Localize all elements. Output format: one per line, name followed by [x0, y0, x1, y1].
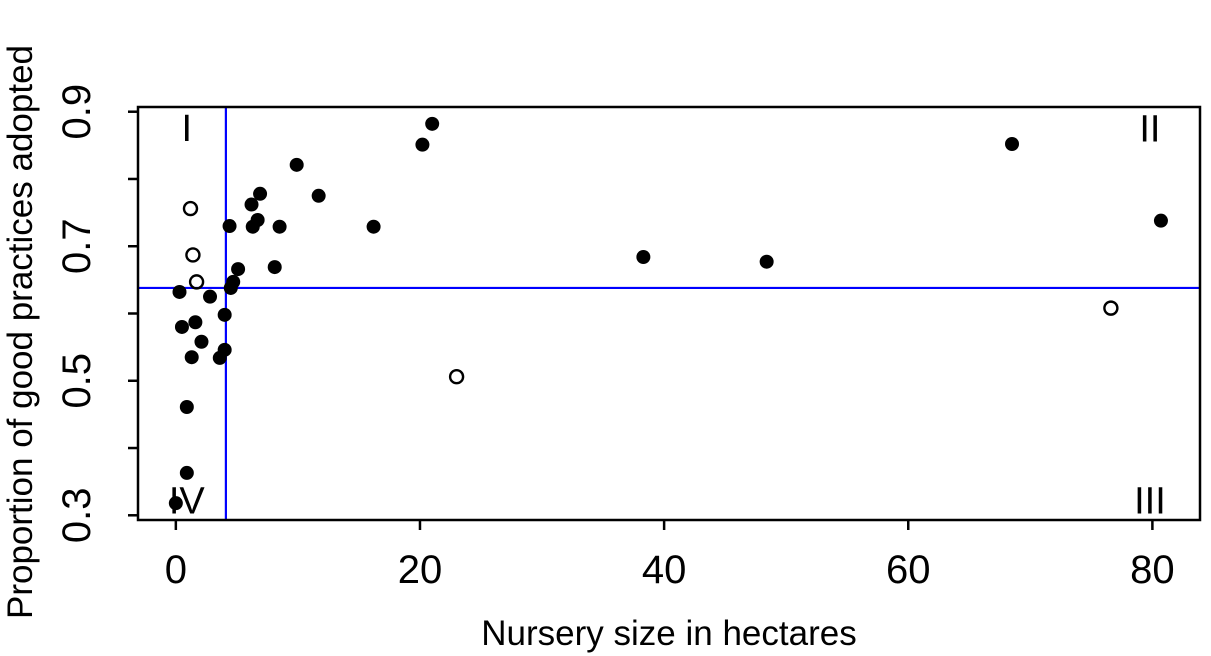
x-tick-label: 60 [886, 548, 931, 592]
data-point-open [1103, 300, 1119, 316]
data-point-filled [425, 116, 440, 131]
quadrant-label: III [1134, 480, 1166, 522]
data-point-filled [366, 219, 381, 234]
data-point-filled [217, 342, 232, 357]
data-point-filled [188, 315, 203, 330]
x-tick-label: 80 [1130, 548, 1175, 592]
x-axis-title: Nursery size in hectares [481, 614, 856, 653]
quadrant-label: IV [169, 480, 206, 522]
data-point-filled [267, 260, 282, 275]
x-tick-label: 20 [398, 548, 443, 592]
data-point-filled [168, 496, 183, 511]
y-axis-title: Proportion of good practices adopted [1, 45, 40, 619]
quadrant-label: II [1139, 109, 1160, 151]
data-point-filled [194, 334, 209, 349]
data-point-filled [253, 186, 268, 201]
data-point-filled [179, 465, 194, 480]
data-point-filled [217, 307, 232, 322]
x-tick-label: 40 [642, 548, 687, 592]
data-point-open [448, 369, 465, 385]
data-point-filled [289, 157, 304, 172]
data-point-filled [223, 280, 238, 295]
data-point-filled [245, 219, 260, 234]
y-tick-label: 0.9 [55, 84, 99, 140]
data-point-filled [179, 399, 194, 414]
quadrant-label: I [182, 108, 193, 150]
data-point-open [185, 247, 201, 263]
data-point-filled [244, 197, 259, 212]
y-tick-label: 0.3 [55, 487, 99, 543]
data-point-filled [1153, 213, 1168, 228]
data-point-filled [1005, 136, 1020, 151]
data-point-open [182, 200, 199, 217]
x-tick-label: 0 [165, 548, 187, 592]
y-tick-label: 0.5 [55, 353, 99, 409]
data-point-filled [759, 254, 774, 269]
data-point-filled [415, 137, 430, 152]
data-point-open [188, 274, 205, 290]
data-point-filled [172, 284, 187, 299]
data-point-filled [272, 219, 287, 234]
data-point-filled [184, 350, 199, 365]
data-point-filled [311, 188, 326, 203]
data-point-filled [231, 262, 246, 277]
y-tick-label: 0.7 [55, 218, 99, 274]
data-point-filled [222, 219, 237, 234]
data-point-filled [636, 249, 651, 264]
data-point-filled [203, 289, 218, 304]
data-point-filled [174, 319, 189, 334]
